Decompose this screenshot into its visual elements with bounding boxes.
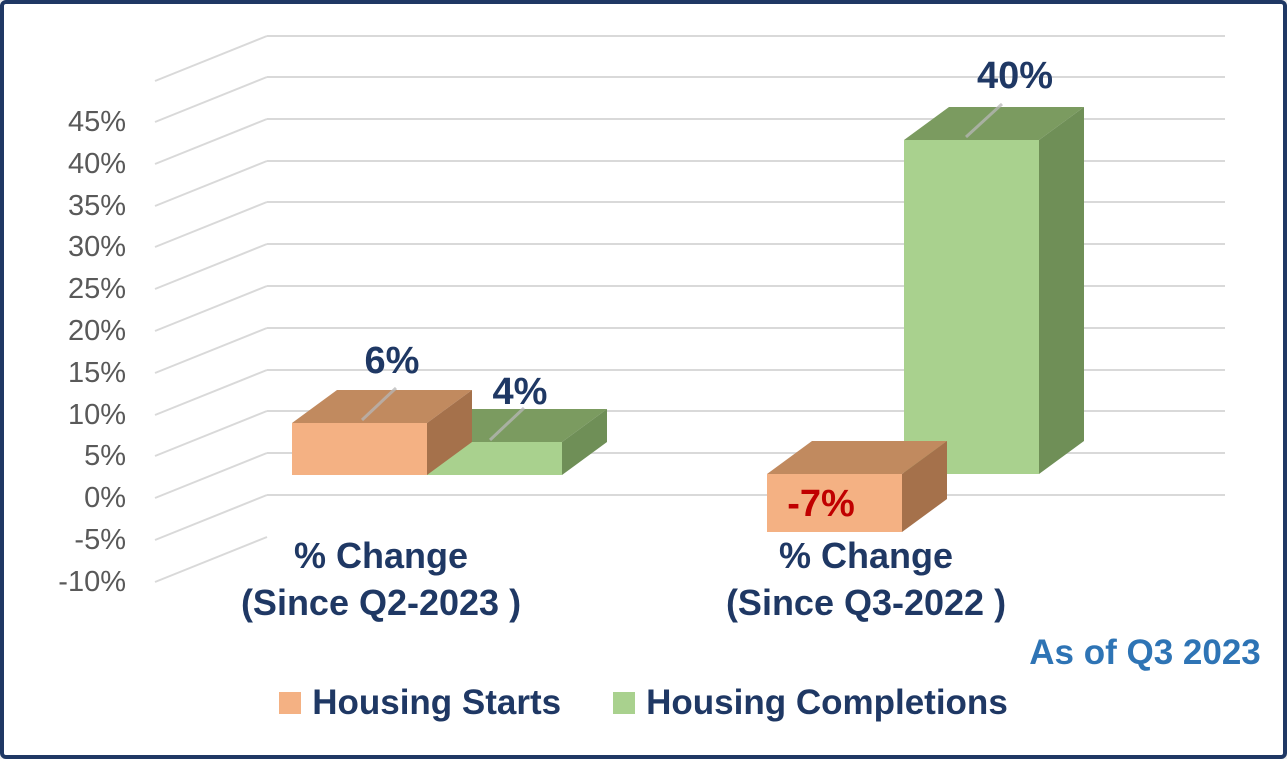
category-label-group2-line1: % Change: [778, 535, 954, 576]
bar-side-face: [1039, 107, 1084, 474]
ytick-0: 0%: [84, 482, 126, 514]
bar-side-face: [562, 409, 607, 475]
category-label-group1-line2: (Since Q2-2023 ): [240, 582, 522, 623]
ytick-30: 30%: [67, 231, 126, 263]
data-label-completions-group2: 40%: [976, 55, 1054, 97]
category-label-group2: % Change (Since Q3-2022 ): [686, 532, 1046, 626]
ytick-5: 5%: [84, 440, 126, 472]
legend-swatch-housing-completions: [613, 692, 636, 714]
bar-front-face: [767, 474, 902, 532]
bar-front-face: [904, 140, 1039, 474]
bar-top-face: [292, 390, 472, 423]
category-label-group1: % Change (Since Q2-2023 ): [201, 532, 561, 626]
bar-top-face: [767, 441, 947, 474]
ytick-25: 25%: [67, 273, 126, 305]
bar-side-face: [902, 441, 947, 532]
ytick-20: 20%: [67, 315, 126, 347]
chart-plot-area: [154, 35, 1225, 583]
ytick-neg5: -5%: [74, 524, 126, 556]
gridlines-diagonal: [154, 35, 268, 583]
legend-label-housing-completions: Housing Completions: [646, 683, 1008, 722]
data-label-completions-group1: 4%: [492, 371, 548, 413]
ytick-35: 35%: [67, 190, 126, 222]
bar-top-gridline-marks: [360, 102, 1004, 442]
category-label-group1-line1: % Change: [293, 535, 469, 576]
bar-housing-starts-group1: [292, 390, 472, 475]
bar-front-face: [292, 423, 427, 475]
data-label-starts-group1: 6%: [364, 340, 420, 382]
data-label-starts-group2: -7%: [787, 483, 855, 525]
legend-item-housing-completions: Housing Completions: [613, 685, 1008, 721]
bar-housing-completions-group2: [904, 107, 1084, 474]
chart-legend: Housing Starts Housing Completions: [4, 685, 1283, 721]
as-of-annotation: As of Q3 2023: [1029, 633, 1261, 672]
ytick-45: 45%: [67, 106, 126, 138]
bar-housing-starts-group2: [767, 441, 947, 532]
bar-side-face: [427, 390, 472, 475]
ytick-15: 15%: [67, 357, 126, 389]
category-label-group2-line2: (Since Q3-2022 ): [725, 582, 1007, 623]
legend-label-housing-starts: Housing Starts: [312, 683, 562, 722]
legend-swatch-housing-starts: [279, 692, 302, 714]
bar-top-face: [904, 107, 1084, 140]
ytick-10: 10%: [67, 399, 126, 431]
legend-item-housing-starts: Housing Starts: [279, 685, 561, 721]
ytick-neg10: -10%: [58, 566, 126, 598]
ytick-40: 40%: [67, 148, 126, 180]
